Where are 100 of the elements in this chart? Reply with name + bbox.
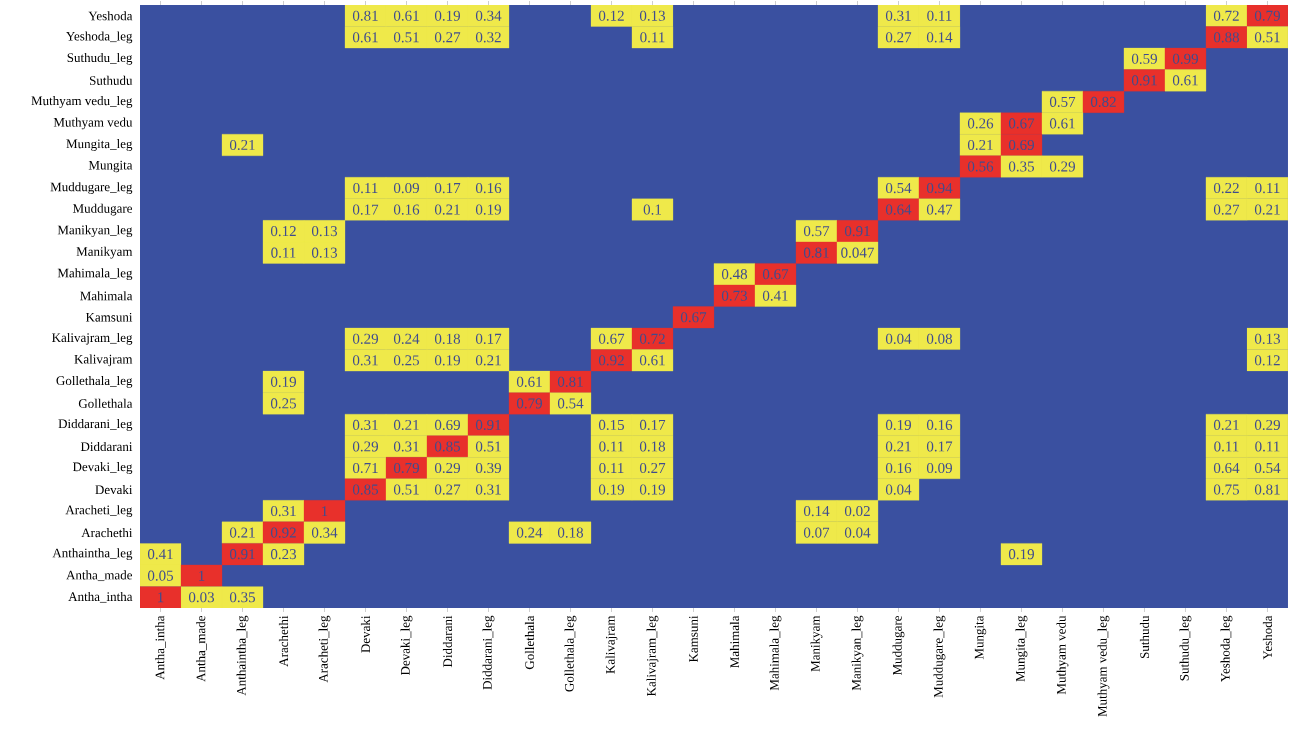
data-label: 0.047 [841, 247, 874, 258]
data-label: 0.91 [475, 419, 501, 431]
data-label: 0.27 [434, 484, 461, 495]
data-label: 0.34 [311, 527, 338, 538]
y-tick-label: Arachethi [81, 528, 133, 538]
y-tick-label: Suthudu [90, 75, 133, 85]
x-tick-label: Muddugare_leg [933, 615, 946, 698]
data-label: 0.67 [762, 269, 789, 280]
data-label: 0.02 [844, 505, 870, 517]
x-tick-label: Yeshoda_leg [1220, 615, 1233, 682]
data-label: 0.11 [1255, 441, 1280, 452]
data-label: 0.24 [393, 333, 420, 344]
data-label: 0.21 [475, 355, 501, 366]
data-label: 0.04 [885, 484, 912, 495]
data-label: 0.54 [1254, 462, 1281, 474]
data-label: 0.11 [353, 182, 378, 194]
data-label: 0.15 [598, 419, 625, 431]
data-label: 0.31 [352, 355, 378, 366]
data-label: 0.56 [967, 161, 994, 172]
y-tick-label: Anthaintha_leg [52, 548, 133, 561]
y-tick-label: Devaki [95, 484, 133, 495]
data-label: 0.11 [599, 441, 624, 452]
data-label: 0.57 [1049, 96, 1076, 108]
data-label: 0.81 [352, 10, 378, 21]
x-tick-label: Manikyam [810, 615, 823, 672]
data-label: 0.22 [1213, 182, 1239, 194]
data-label: 0.09 [393, 182, 420, 194]
data-label: 0.19 [1008, 549, 1034, 560]
y-tick-label: Diddarani_leg [58, 419, 133, 431]
data-label: 0.31 [475, 484, 501, 495]
data-label: 0.08 [926, 333, 953, 344]
data-label: 0.57 [803, 226, 830, 237]
data-label: 0.13 [311, 247, 338, 258]
data-label: 0.18 [639, 441, 666, 452]
data-label: 0.18 [557, 527, 584, 538]
x-tick-label: Muthyam vedu_leg [1097, 615, 1110, 717]
y-tick-label: Suthudu_leg [67, 52, 133, 65]
data-label: 0.69 [434, 419, 461, 431]
data-label: 0.85 [434, 441, 461, 452]
data-label: 0.85 [352, 484, 379, 495]
data-label: 0.14 [803, 505, 830, 517]
y-tick-label: Manikyan_leg [57, 225, 133, 238]
data-label: 0.67 [1008, 118, 1035, 129]
data-label: 0.61 [1172, 75, 1198, 86]
x-tick-label: Manikyan_leg [851, 615, 864, 691]
y-tick-label: Devaki_leg [72, 462, 133, 474]
data-label: 0.18 [434, 333, 461, 344]
data-label: 0.29 [352, 333, 379, 344]
data-label: 0.11 [1214, 441, 1239, 452]
data-label: 0.11 [640, 32, 665, 43]
data-label: 0.61 [352, 32, 378, 43]
data-label: 0.61 [639, 355, 665, 366]
y-tick-label: Mungita_leg [66, 139, 133, 151]
x-tick-label: Devaki_leg [400, 615, 413, 676]
data-label: 0.17 [352, 204, 379, 215]
data-label: 0.17 [639, 419, 666, 431]
data-label: 0.14 [926, 32, 953, 43]
data-label: 0.48 [721, 269, 748, 280]
data-label: 0.19 [475, 204, 502, 215]
data-label: 0.72 [639, 333, 665, 344]
x-tick-label: Yeshoda [1262, 615, 1273, 660]
x-tick-label: Mahimala_leg [769, 615, 782, 691]
x-tick-label: Diddarani_leg [482, 615, 495, 690]
x-tick-label: Kamsuni [689, 615, 698, 663]
data-label: 0.41 [147, 549, 173, 560]
data-label: 0.29 [434, 462, 461, 474]
data-label: 0.67 [598, 333, 625, 344]
data-label: 0.47 [926, 204, 953, 215]
x-tick-label: Aracheti_leg [318, 615, 331, 683]
y-tick-label: Antha_intha [68, 591, 133, 603]
x-tick-label: Kalivajram [605, 615, 618, 674]
data-label: 0.19 [270, 376, 297, 387]
x-tick-label: Mungita [974, 615, 987, 660]
data-label: 0.11 [271, 247, 296, 258]
data-label: 0.13 [639, 10, 666, 21]
y-tick-label: Mahimala [80, 291, 133, 301]
data-label: 0.54 [557, 398, 584, 409]
y-tick-label: Antha_made [66, 570, 133, 582]
data-label: 0.91 [229, 549, 255, 560]
data-label: 0.21 [393, 419, 419, 431]
data-label: 0.27 [1213, 204, 1240, 215]
data-label: 0.12 [1254, 355, 1280, 366]
data-label: 0.17 [926, 441, 953, 452]
data-label: 0.03 [188, 592, 215, 603]
data-label: 0.19 [885, 419, 911, 431]
data-label: 0.88 [1213, 32, 1240, 43]
data-label: 0.81 [1254, 484, 1280, 495]
y-tick-label: Kalivajram_leg [52, 332, 133, 345]
data-label: 0.92 [598, 355, 624, 366]
data-label: 0.19 [639, 484, 665, 495]
data-label: 0.27 [639, 462, 666, 474]
x-tick-label: Devaki [360, 615, 371, 653]
y-tick-label: Muddugare_leg [50, 182, 133, 194]
data-label: 0.19 [598, 484, 624, 495]
x-tick-label: Gollethala [524, 615, 535, 670]
data-label: 1 [322, 506, 328, 517]
data-label: 0.72 [1213, 10, 1239, 21]
data-label: 0.25 [270, 398, 297, 409]
data-label: 0.11 [927, 10, 952, 21]
x-tick-label: Suthudu [1139, 615, 1150, 659]
